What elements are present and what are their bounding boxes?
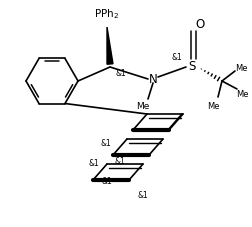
Text: O: O — [195, 17, 205, 30]
Text: PPh$_2$: PPh$_2$ — [94, 7, 119, 21]
Text: &1: &1 — [89, 158, 99, 167]
Text: &1: &1 — [101, 138, 111, 147]
Text: N: N — [149, 72, 158, 85]
Text: &1: &1 — [115, 157, 125, 166]
Text: &1: &1 — [138, 191, 148, 200]
Text: S: S — [188, 59, 196, 72]
Text: Me: Me — [136, 101, 150, 110]
Text: &1: &1 — [172, 52, 182, 61]
Text: Me: Me — [236, 89, 248, 98]
Text: &1: &1 — [102, 177, 112, 186]
Text: &1: &1 — [116, 68, 126, 77]
Text: Me: Me — [235, 63, 247, 72]
Text: Me: Me — [207, 101, 219, 110]
Polygon shape — [107, 28, 113, 65]
